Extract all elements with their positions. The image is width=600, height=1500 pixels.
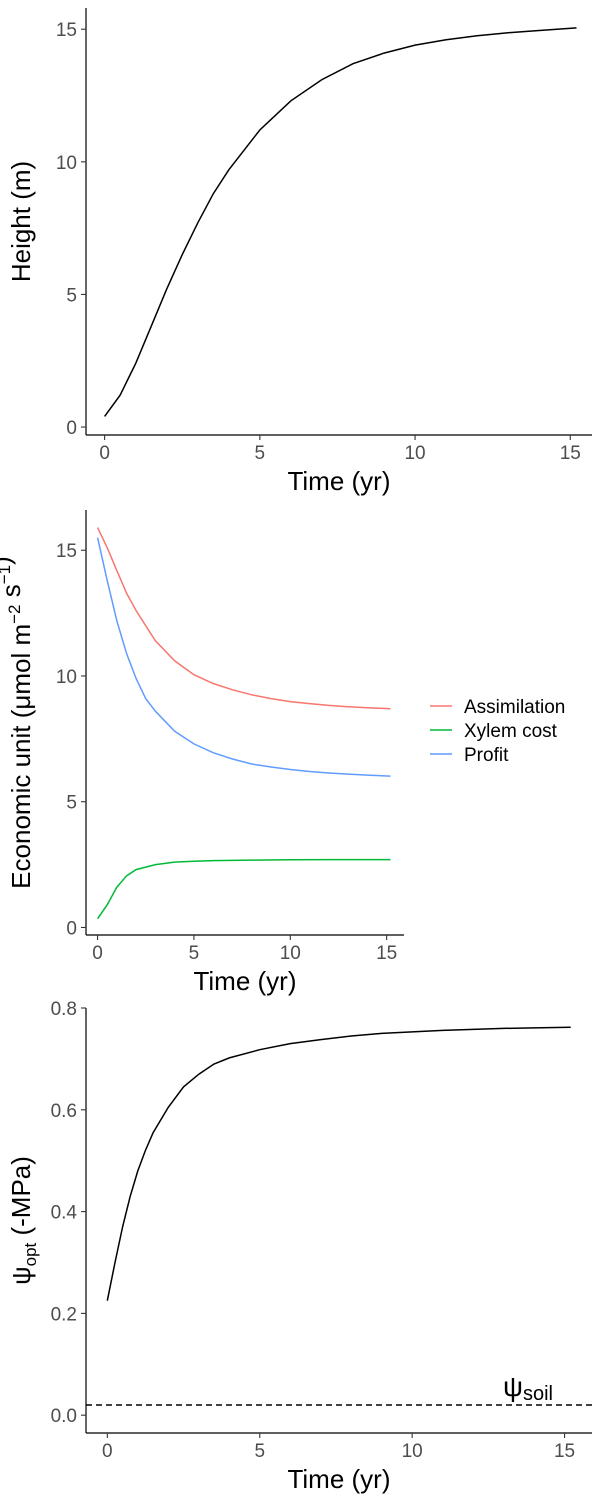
y-tick-label: 0.8 — [51, 999, 77, 1020]
x-axis-title: Time (yr) — [287, 466, 390, 496]
y-tick-label: 0.0 — [51, 1406, 77, 1427]
series-line — [103, 27, 577, 417]
y-tick-label: 5 — [66, 793, 77, 814]
panel-economic: 0 5 10 15 0 5 10 15 Time (yr) Economic unit (μmol… — [0, 510, 565, 996]
y-tick-label: 10 — [56, 153, 77, 174]
y-axis-title: ψopt (-MPa) — [6, 1156, 40, 1285]
y-tick-label: 0.4 — [51, 1203, 78, 1224]
legend-label: Xylem cost — [464, 721, 558, 742]
x-tick-label: 10 — [404, 443, 425, 464]
y-tick-label: 5 — [66, 285, 77, 306]
x-tick-label: 0 — [102, 1441, 113, 1462]
x-tick-label: 15 — [554, 1441, 575, 1462]
x-axis-title: Time (yr) — [193, 966, 296, 996]
y-tick-label: 10 — [56, 667, 77, 688]
legend-label: Assimilation — [464, 697, 565, 718]
x-tick-label: 15 — [560, 443, 581, 464]
x-tick-label: 0 — [92, 943, 103, 964]
x-axis-title: Time (yr) — [287, 1464, 390, 1494]
legend-label: Profit — [464, 745, 509, 766]
x-tick-label: 5 — [255, 443, 266, 464]
y-tick-label: 0.2 — [51, 1304, 77, 1325]
series-line-xylem-cost — [96, 858, 391, 920]
series-line — [106, 1026, 571, 1301]
y-tick-label: 15 — [56, 20, 77, 41]
x-tick-label: 10 — [402, 1441, 423, 1462]
series-line-profit — [96, 537, 391, 777]
y-tick-label: 0.6 — [51, 1101, 77, 1122]
series-line-assimilation — [96, 527, 391, 710]
x-tick-label: 15 — [376, 943, 397, 964]
y-axis-title: Height (m) — [6, 161, 36, 282]
x-tick-label: 5 — [254, 1441, 265, 1462]
x-tick-label: 0 — [99, 443, 110, 464]
y-axis-title: Economic unit (μmol m−2 s−1) — [0, 556, 36, 889]
y-tick-label: 0 — [66, 918, 77, 939]
panel-psi: 0 5 10 15 0.0 0.2 0.4 0.6 0.8 Time (yr) ψopt (-MPa… — [6, 999, 592, 1494]
y-tick-label: 0 — [66, 418, 77, 439]
panel-height: 0 5 10 15 0 5 10 15 Time (yr) Height (m) — [6, 8, 592, 496]
x-tick-label: 5 — [189, 943, 200, 964]
y-tick-label: 15 — [56, 541, 77, 562]
x-tick-label: 10 — [280, 943, 301, 964]
psi-soil-annotation: ψsoil — [503, 1371, 553, 1405]
